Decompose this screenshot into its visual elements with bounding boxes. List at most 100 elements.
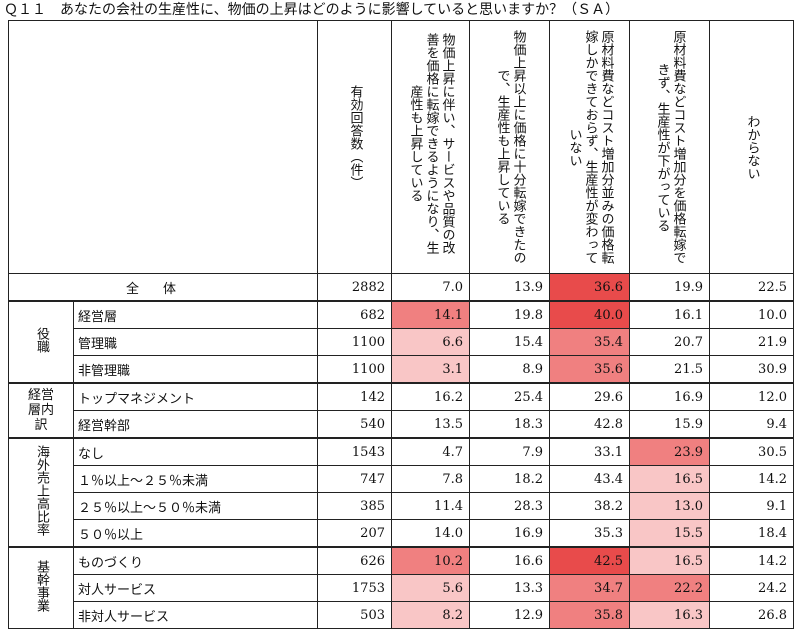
cell-value: 36.6 xyxy=(549,273,630,302)
cell-value: 28.3 xyxy=(469,492,550,520)
group-label-role: 役職 xyxy=(8,300,74,384)
table-row: 対人サービス 1753 5.6 13.3 34.7 22.2 24.2 xyxy=(9,574,794,602)
cell-value: 26.8 xyxy=(709,601,794,629)
cell-value: 16.3 xyxy=(629,601,710,629)
cell-value: 22.5 xyxy=(709,273,794,302)
row-label: 経営層 xyxy=(73,300,318,329)
cell-value: 12.9 xyxy=(469,601,550,629)
cell-value: 15.9 xyxy=(629,410,710,439)
row-label: 管理職 xyxy=(73,328,318,356)
cell-n: 142 xyxy=(317,382,392,411)
cell-value: 13.9 xyxy=(469,273,550,302)
row-label: ５０％以上 xyxy=(73,519,318,548)
cell-n: 207 xyxy=(317,519,392,548)
cell-value: 38.2 xyxy=(549,492,630,520)
group-label-overseas: 海外売上高比率 xyxy=(8,437,74,548)
row-label: なし xyxy=(73,437,318,466)
row-label: 経営幹部 xyxy=(73,410,318,439)
cell-value: 9.1 xyxy=(709,492,794,520)
group-label-biz: 基幹事業 xyxy=(8,546,74,629)
table-row: ２５％以上～５０％未満 385 11.4 28.3 38.2 13.0 9.1 xyxy=(9,492,794,520)
cell-n: 626 xyxy=(317,546,392,575)
total-row: 全体 2882 7.0 13.9 36.6 19.9 22.5 xyxy=(8,273,794,302)
table-row: 海外売上高比率 なし 1543 4.7 7.9 33.1 23.9 30.5 xyxy=(8,437,794,548)
cell-value: 10.2 xyxy=(391,546,470,575)
cell-value: 15.4 xyxy=(469,328,550,356)
cell-n: 1100 xyxy=(317,328,392,356)
table-row: 経営幹部 540 13.5 18.3 42.8 15.9 9.4 xyxy=(9,410,794,439)
header-col-1: 物価上昇に伴い、サービスや品質の改善を価格に転嫁できるようになり、生産性も上昇し… xyxy=(391,20,470,274)
header-blank xyxy=(8,20,318,274)
cell-value: 20.7 xyxy=(629,328,710,356)
cell-value: 16.5 xyxy=(629,465,710,493)
cell-value: 3.1 xyxy=(391,355,470,384)
cell-value: 5.6 xyxy=(391,574,470,602)
cell-value: 19.8 xyxy=(469,300,550,329)
cell-value: 16.6 xyxy=(469,546,550,575)
question-title: Ｑ１１ あなたの会社の生産性に、物価の上昇はどのように影響していると思いますか？… xyxy=(4,2,620,18)
cell-value: 7.8 xyxy=(391,465,470,493)
header-col-3: 原材料費などコスト増加分並みの価格転嫁しかできておらず、生産性が変わっていない xyxy=(549,20,630,274)
header-col-2: 物価上昇以上に価格に十分転嫁できたので、生産性も上昇している xyxy=(469,20,550,274)
cell-value: 22.2 xyxy=(629,574,710,602)
table-row: １％以上～２５％未満 747 7.8 18.2 43.4 16.5 14.2 xyxy=(9,465,794,493)
cell-value: 35.3 xyxy=(549,519,630,548)
cell-value: 16.2 xyxy=(391,382,470,411)
table-row: 非対人サービス 503 8.2 12.9 35.8 16.3 26.8 xyxy=(9,601,794,629)
cell-value: 11.4 xyxy=(391,492,470,520)
cell-n: 2882 xyxy=(317,273,392,302)
cell-value: 10.0 xyxy=(709,300,794,329)
table-row: ５０％以上 207 14.0 16.9 35.3 15.5 18.4 xyxy=(9,519,794,548)
cell-value: 30.5 xyxy=(709,437,794,466)
header-col-4: 原材料費などコスト増加分を価格転嫁できず、生産性が下がっている xyxy=(629,20,710,274)
cell-n: 682 xyxy=(317,300,392,329)
cell-value: 14.2 xyxy=(709,546,794,575)
row-label: 非管理職 xyxy=(73,355,318,384)
cell-value: 42.5 xyxy=(549,546,630,575)
row-label: 非対人サービス xyxy=(73,601,318,629)
cell-n: 385 xyxy=(317,492,392,520)
row-label: 対人サービス xyxy=(73,574,318,602)
cell-value: 13.3 xyxy=(469,574,550,602)
group-label-mgmt: 経営層内訳 xyxy=(8,382,74,439)
cell-value: 13.0 xyxy=(629,492,710,520)
cell-value: 4.7 xyxy=(391,437,470,466)
cell-value: 18.3 xyxy=(469,410,550,439)
results-table: 有効回答数（件） 物価上昇に伴い、サービスや品質の改善を価格に転嫁できるようにな… xyxy=(8,20,794,629)
cell-value: 15.5 xyxy=(629,519,710,548)
table-row: 経営層内訳 トップマネジメント 142 16.2 25.4 29.6 16.9 … xyxy=(8,382,794,439)
cell-value: 14.2 xyxy=(709,465,794,493)
cell-value: 18.4 xyxy=(709,519,794,548)
header-col-5: わからない xyxy=(709,20,794,274)
cell-value: 42.8 xyxy=(549,410,630,439)
cell-value: 16.5 xyxy=(629,546,710,575)
cell-n: 747 xyxy=(317,465,392,493)
cell-value: 30.9 xyxy=(709,355,794,384)
cell-value: 21.5 xyxy=(629,355,710,384)
cell-value: 16.9 xyxy=(629,382,710,411)
cell-value: 6.6 xyxy=(391,328,470,356)
row-label: ものづくり xyxy=(73,546,318,575)
cell-value: 7.9 xyxy=(469,437,550,466)
cell-value: 12.0 xyxy=(709,382,794,411)
cell-n: 1100 xyxy=(317,355,392,384)
table-row: 非管理職 1100 3.1 8.9 35.6 21.5 30.9 xyxy=(9,355,794,384)
cell-n: 540 xyxy=(317,410,392,439)
cell-value: 24.2 xyxy=(709,574,794,602)
cell-n: 1753 xyxy=(317,574,392,602)
table-row: 管理職 1100 6.6 15.4 35.4 20.7 21.9 xyxy=(9,328,794,356)
cell-value: 35.6 xyxy=(549,355,630,384)
cell-value: 18.2 xyxy=(469,465,550,493)
row-label: ２５％以上～５０％未満 xyxy=(73,492,318,520)
cell-value: 43.4 xyxy=(549,465,630,493)
row-label: １％以上～２５％未満 xyxy=(73,465,318,493)
cell-value: 13.5 xyxy=(391,410,470,439)
cell-value: 33.1 xyxy=(549,437,630,466)
cell-value: 8.2 xyxy=(391,601,470,629)
cell-value: 21.9 xyxy=(709,328,794,356)
cell-value: 7.0 xyxy=(391,273,470,302)
cell-value: 23.9 xyxy=(629,437,710,466)
cell-value: 34.7 xyxy=(549,574,630,602)
cell-value: 9.4 xyxy=(709,410,794,439)
cell-value: 29.6 xyxy=(549,382,630,411)
